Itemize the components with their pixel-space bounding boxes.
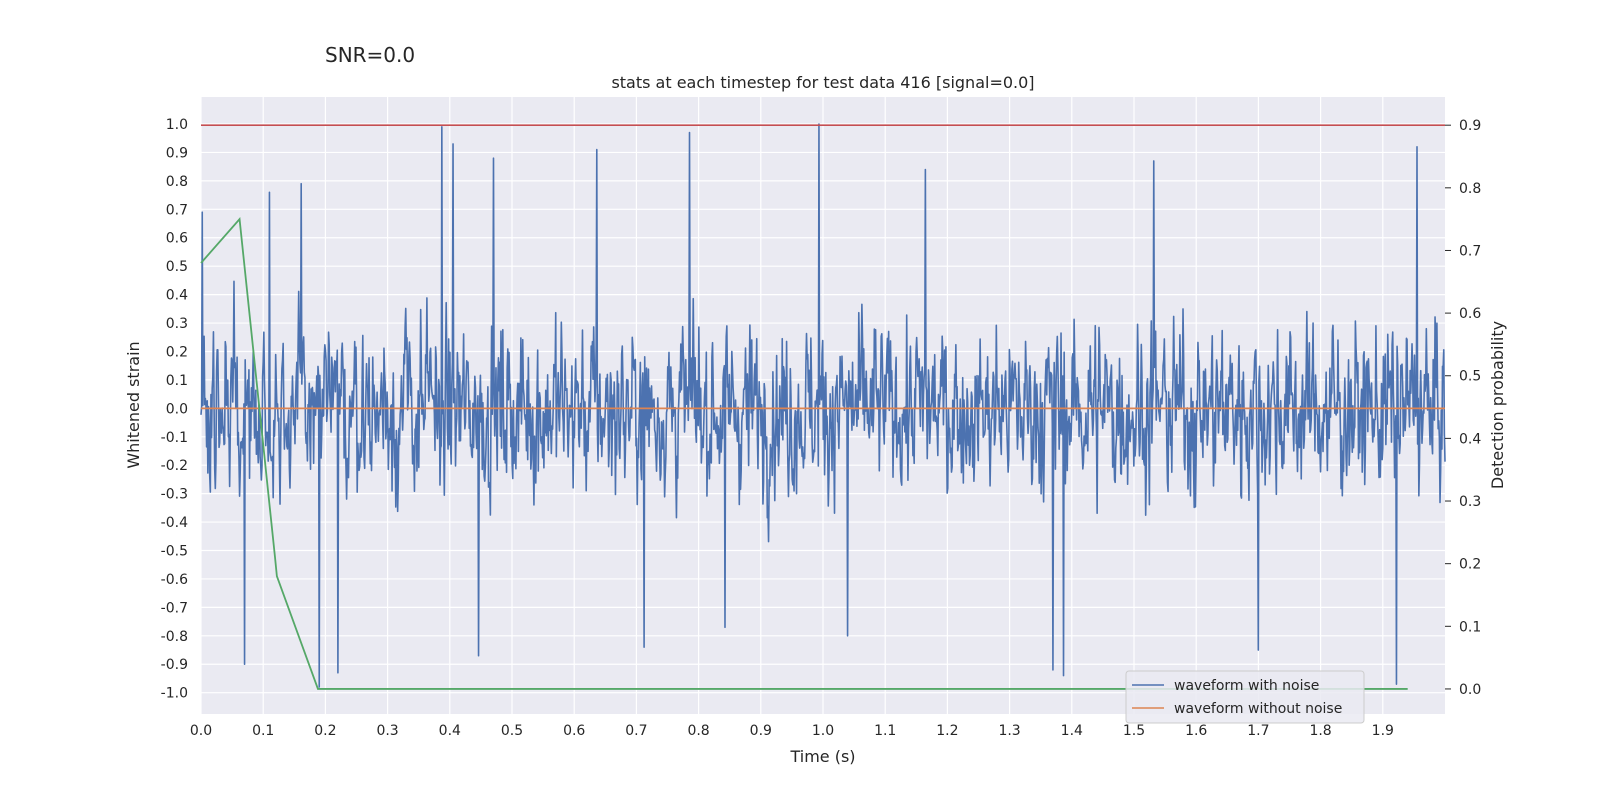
plot-layer — [200, 123, 1446, 690]
y-tick-label: 1.0 — [166, 117, 188, 133]
x-tick-label: 0.2 — [314, 723, 336, 739]
y-tick-label: -1.0 — [161, 686, 188, 702]
y2-axis-label: Detection probability — [1488, 321, 1507, 489]
x-tick-label: 1.8 — [1309, 723, 1331, 739]
x-axis-label: Time (s) — [789, 747, 855, 766]
x-tick-label: 0.5 — [501, 723, 523, 739]
x-tick-label: 0.1 — [252, 723, 274, 739]
y2-tick-label: 0.2 — [1459, 557, 1481, 573]
detection-probability-line — [200, 217, 1408, 690]
figure-suptitle: SNR=0.0 — [325, 43, 415, 67]
y-tick-label: 0.0 — [166, 401, 188, 417]
y-tick-label: -0.4 — [161, 515, 188, 531]
x-tick-label: 1.3 — [998, 723, 1020, 739]
x-tick-label: 1.7 — [1247, 723, 1269, 739]
y2-tick-label: 0.8 — [1459, 181, 1481, 197]
x-axis: 0.0 0.1 0.2 0.3 0.4 0.5 0.6 0.7 0.8 0.9 1.0 1.1 1.2 1… — [190, 723, 1394, 739]
y-tick-label: -0.7 — [161, 600, 188, 616]
y2-tick-label: 0.7 — [1459, 243, 1481, 259]
y2-tick-label: 0.6 — [1459, 306, 1481, 322]
y-tick-label: -0.3 — [161, 487, 188, 503]
legend-label-with-noise: waveform with noise — [1174, 678, 1319, 694]
y2-tick-label: 0.5 — [1459, 369, 1481, 385]
x-tick-label: 1.1 — [874, 723, 896, 739]
x-tick-label: 1.2 — [936, 723, 958, 739]
y-tick-label: 0.6 — [166, 231, 188, 247]
y-tick-label: 0.4 — [166, 288, 188, 304]
y-tick-label: 0.3 — [166, 316, 188, 332]
x-tick-label: 0.9 — [750, 723, 772, 739]
x-tick-label: 0.8 — [687, 723, 709, 739]
y-axis-left: 1.0 0.9 0.8 0.7 0.6 0.5 0.4 0.3 0.2 0.1 0.0 -0.1 -0.… — [161, 117, 188, 702]
x-tick-label: 1.5 — [1123, 723, 1145, 739]
y-tick-label: -0.9 — [161, 657, 188, 673]
legend-box — [1125, 670, 1365, 724]
y-axis-right: 0.9 0.8 0.7 0.6 0.5 0.4 0.3 0.2 0.1 0.0 — [1445, 118, 1481, 698]
y-tick-label: 0.2 — [166, 344, 188, 360]
x-tick-label: 0.3 — [376, 723, 398, 739]
y-axis-label: Whitened strain — [124, 341, 143, 468]
y-tick-label: -0.1 — [161, 430, 188, 446]
chart-title: stats at each timestep for test data 416… — [611, 73, 1034, 92]
y2-tick-label: 0.4 — [1459, 431, 1481, 447]
y2-tick-label: 0.9 — [1459, 118, 1481, 134]
legend: waveform with noise waveform without noi… — [1125, 670, 1365, 724]
x-tick-label: 0.7 — [625, 723, 647, 739]
x-tick-label: 1.6 — [1185, 723, 1207, 739]
y-tick-label: -0.6 — [161, 572, 188, 588]
x-tick-label: 0.6 — [563, 723, 585, 739]
x-tick-label: 1.0 — [812, 723, 834, 739]
legend-label-without-noise: waveform without noise — [1174, 701, 1342, 717]
waveform-with-noise-line — [200, 123, 1446, 688]
y-tick-label: 0.7 — [166, 202, 188, 218]
y-tick-label: 0.8 — [166, 174, 188, 190]
y-tick-label: -0.8 — [161, 629, 188, 645]
y-tick-label: 0.5 — [166, 259, 188, 275]
x-tick-label: 0.0 — [190, 723, 212, 739]
y-tick-label: -0.5 — [161, 544, 188, 560]
x-tick-label: 1.4 — [1061, 723, 1083, 739]
y-tick-label: 0.1 — [166, 373, 188, 389]
y2-tick-label: 0.1 — [1459, 619, 1481, 635]
y-tick-label: -0.2 — [161, 458, 188, 474]
x-tick-label: 1.9 — [1372, 723, 1394, 739]
y2-tick-label: 0.3 — [1459, 494, 1481, 510]
y2-tick-label: 0.0 — [1459, 682, 1481, 698]
x-tick-label: 0.4 — [439, 723, 461, 739]
y-tick-label: 0.9 — [166, 145, 188, 161]
